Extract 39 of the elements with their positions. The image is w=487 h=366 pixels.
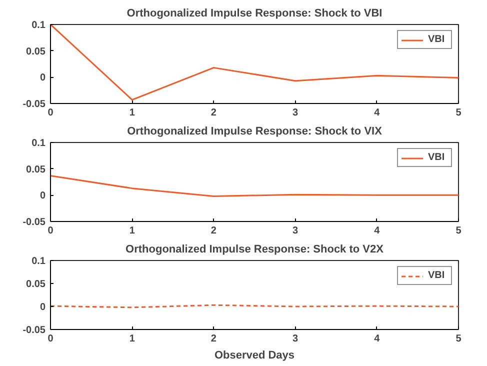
y-tick-label: 0.05 <box>26 279 46 290</box>
x-tick-label: 3 <box>292 334 299 344</box>
x-tick-label: 3 <box>292 108 299 118</box>
x-tick-label: 0 <box>48 226 54 236</box>
x-tick-label: 5 <box>456 226 462 236</box>
x-tick-label: 0 <box>48 334 54 344</box>
y-tick-label: -0.05 <box>22 99 46 110</box>
y-tick-label: 0.05 <box>26 46 46 58</box>
x-tick-label: 1 <box>129 334 136 344</box>
x-tick-label: 4 <box>374 108 380 118</box>
x-axis-title: Observed Days <box>214 350 295 362</box>
chart-title: Orthogonalized Impulse Response: Shock to VBI <box>126 8 382 20</box>
chart-title: Orthogonalized Impulse Response: Shock to V2X <box>126 244 384 256</box>
y-tick-label: 0.1 <box>32 138 46 149</box>
y-tick-label: -0.05 <box>22 217 46 228</box>
x-tick-label: 2 <box>210 334 217 344</box>
legend-label: VBI <box>428 34 446 45</box>
x-tick-label: 1 <box>129 226 136 236</box>
x-tick-label: 5 <box>456 108 462 118</box>
line-series <box>50 24 458 101</box>
legend-label: VBI <box>428 152 446 163</box>
y-tick-label: 0 <box>40 72 46 84</box>
chart-title: Orthogonalized Impulse Response: Shock to VIX <box>127 126 383 138</box>
x-tick-label: 1 <box>129 108 136 118</box>
x-tick-label: 3 <box>292 226 299 236</box>
x-tick-label: 4 <box>374 226 380 236</box>
y-tick-label: 0.1 <box>32 256 46 267</box>
x-tick-label: 2 <box>210 226 217 236</box>
x-tick-label: 0 <box>48 108 54 118</box>
legend-label: VBI <box>428 270 446 281</box>
x-tick-label: 2 <box>210 108 217 118</box>
y-tick-label: 0.05 <box>26 164 46 176</box>
x-tick-label: 4 <box>374 334 380 344</box>
y-tick-label: 0.1 <box>32 20 46 31</box>
y-tick-label: 0 <box>40 302 46 313</box>
line-series <box>50 174 458 197</box>
y-tick-label: -0.05 <box>22 325 46 336</box>
y-tick-label: 0 <box>40 190 46 202</box>
x-tick-label: 5 <box>456 334 462 344</box>
